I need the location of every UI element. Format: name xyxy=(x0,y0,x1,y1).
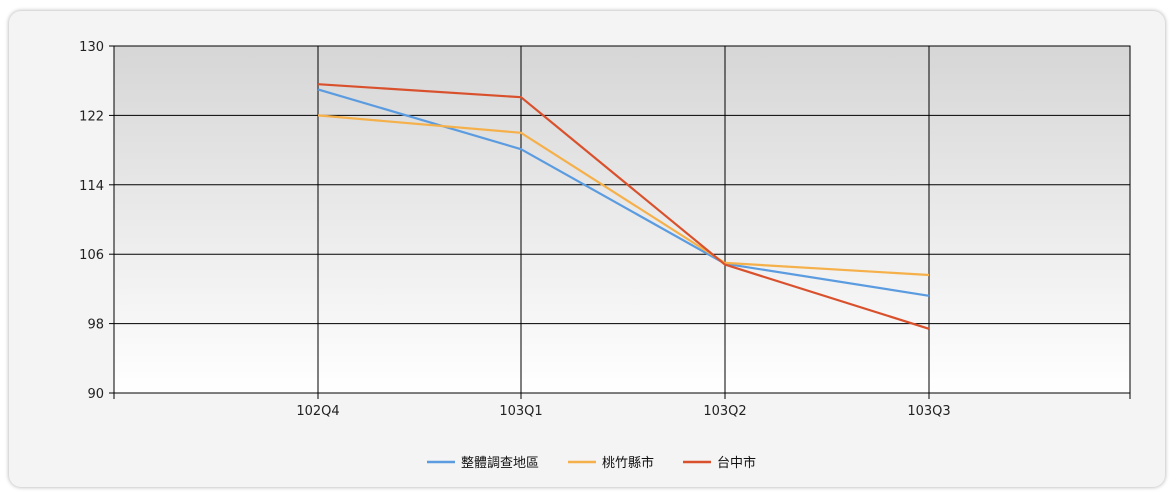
legend: 整體調查地區 桃竹縣市 台中市 xyxy=(427,455,756,471)
plot-area xyxy=(113,45,1131,394)
legend-label: 整體調查地區 xyxy=(461,456,539,471)
x-tick-label: 103Q2 xyxy=(703,404,746,419)
y-tick-label: 114 xyxy=(79,179,104,194)
series-line-2 xyxy=(317,83,930,330)
legend-label: 桃竹縣市 xyxy=(602,455,654,471)
x-tick-label: 103Q1 xyxy=(499,404,542,419)
y-axis: 130 122 114 106 98 90 xyxy=(79,40,114,402)
horizontal-gridlines xyxy=(114,45,1130,394)
x-tick-label: 102Q4 xyxy=(296,404,339,419)
legend-label: 台中市 xyxy=(717,455,756,471)
y-tick-label: 130 xyxy=(79,40,104,55)
series-lines xyxy=(317,83,930,330)
y-tick-label: 90 xyxy=(87,387,104,402)
x-tick-label: 103Q3 xyxy=(907,404,950,419)
series-line-1 xyxy=(317,114,930,277)
y-tick-label: 122 xyxy=(79,109,104,124)
series-line-0 xyxy=(317,88,930,297)
y-tick-label: 106 xyxy=(79,248,104,263)
x-axis: 102Q4 103Q1 103Q2 103Q3 xyxy=(113,393,1131,419)
y-tick-label: 98 xyxy=(87,318,104,333)
vertical-gridlines xyxy=(317,46,930,393)
